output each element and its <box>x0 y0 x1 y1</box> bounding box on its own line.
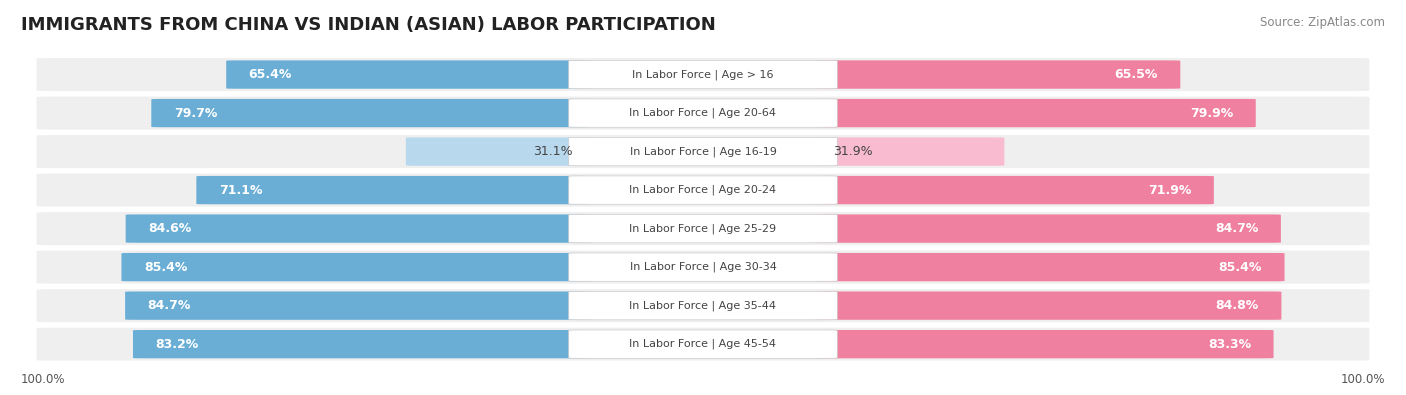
FancyBboxPatch shape <box>814 176 1213 204</box>
Text: In Labor Force | Age 35-44: In Labor Force | Age 35-44 <box>630 300 776 311</box>
FancyBboxPatch shape <box>568 253 837 281</box>
Text: 65.4%: 65.4% <box>249 68 292 81</box>
FancyBboxPatch shape <box>814 214 1281 243</box>
Text: 85.4%: 85.4% <box>1219 261 1263 274</box>
Text: 100.0%: 100.0% <box>1340 373 1385 386</box>
Text: 83.3%: 83.3% <box>1208 338 1251 351</box>
FancyBboxPatch shape <box>134 330 591 358</box>
FancyBboxPatch shape <box>568 176 837 204</box>
FancyBboxPatch shape <box>35 326 1371 362</box>
FancyBboxPatch shape <box>814 330 1274 358</box>
FancyBboxPatch shape <box>35 288 1371 324</box>
FancyBboxPatch shape <box>197 176 591 204</box>
FancyBboxPatch shape <box>568 60 837 89</box>
Text: 71.9%: 71.9% <box>1147 184 1191 197</box>
Text: In Labor Force | Age 25-29: In Labor Force | Age 25-29 <box>630 223 776 234</box>
Text: 84.7%: 84.7% <box>148 299 191 312</box>
Text: 83.2%: 83.2% <box>156 338 198 351</box>
FancyBboxPatch shape <box>814 292 1281 320</box>
Text: 84.8%: 84.8% <box>1216 299 1258 312</box>
FancyBboxPatch shape <box>814 60 1180 89</box>
Text: 100.0%: 100.0% <box>21 373 66 386</box>
Text: In Labor Force | Age 20-24: In Labor Force | Age 20-24 <box>630 185 776 196</box>
FancyBboxPatch shape <box>406 137 591 166</box>
FancyBboxPatch shape <box>35 134 1371 169</box>
FancyBboxPatch shape <box>814 99 1256 127</box>
FancyBboxPatch shape <box>568 330 837 358</box>
Text: 31.1%: 31.1% <box>533 145 574 158</box>
FancyBboxPatch shape <box>568 99 837 127</box>
Text: In Labor Force | Age 30-34: In Labor Force | Age 30-34 <box>630 262 776 273</box>
Text: IMMIGRANTS FROM CHINA VS INDIAN (ASIAN) LABOR PARTICIPATION: IMMIGRANTS FROM CHINA VS INDIAN (ASIAN) … <box>21 16 716 34</box>
Text: 71.1%: 71.1% <box>219 184 263 197</box>
Text: Source: ZipAtlas.com: Source: ZipAtlas.com <box>1260 16 1385 29</box>
FancyBboxPatch shape <box>568 214 837 243</box>
Text: 84.6%: 84.6% <box>148 222 191 235</box>
Text: In Labor Force | Age > 16: In Labor Force | Age > 16 <box>633 69 773 80</box>
FancyBboxPatch shape <box>35 56 1371 92</box>
FancyBboxPatch shape <box>35 172 1371 208</box>
Text: 85.4%: 85.4% <box>143 261 187 274</box>
Text: In Labor Force | Age 45-54: In Labor Force | Age 45-54 <box>630 339 776 350</box>
Text: 31.9%: 31.9% <box>832 145 873 158</box>
FancyBboxPatch shape <box>814 137 1004 166</box>
Text: 65.5%: 65.5% <box>1115 68 1157 81</box>
FancyBboxPatch shape <box>35 95 1371 131</box>
FancyBboxPatch shape <box>35 249 1371 285</box>
Text: 79.7%: 79.7% <box>174 107 217 120</box>
FancyBboxPatch shape <box>121 253 591 281</box>
FancyBboxPatch shape <box>568 137 837 166</box>
Text: 84.7%: 84.7% <box>1215 222 1258 235</box>
FancyBboxPatch shape <box>125 292 591 320</box>
FancyBboxPatch shape <box>125 214 591 243</box>
Text: In Labor Force | Age 16-19: In Labor Force | Age 16-19 <box>630 146 776 157</box>
FancyBboxPatch shape <box>226 60 591 89</box>
FancyBboxPatch shape <box>568 292 837 320</box>
FancyBboxPatch shape <box>35 211 1371 246</box>
Text: In Labor Force | Age 20-64: In Labor Force | Age 20-64 <box>630 108 776 118</box>
FancyBboxPatch shape <box>152 99 591 127</box>
FancyBboxPatch shape <box>814 253 1285 281</box>
Text: 79.9%: 79.9% <box>1189 107 1233 120</box>
